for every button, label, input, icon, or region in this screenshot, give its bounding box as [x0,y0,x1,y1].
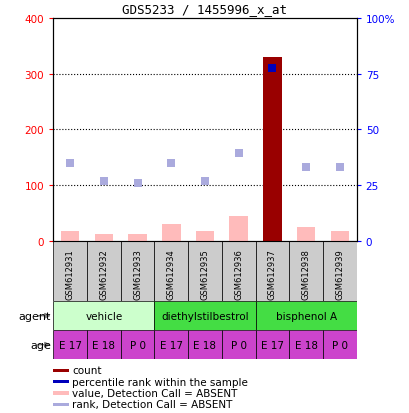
Point [100,178,107,185]
Bar [154,301,255,330]
Bar [188,330,221,359]
Point [67,160,73,167]
Bar [162,225,180,242]
Point [336,165,342,171]
Bar [221,330,255,359]
Text: GSM612939: GSM612939 [335,249,344,299]
Bar [120,242,154,301]
Bar [255,242,289,301]
Text: bisphenol A: bisphenol A [275,311,336,321]
Bar [154,242,188,301]
Text: percentile rank within the sample: percentile rank within the sample [72,377,247,387]
Bar [154,330,188,359]
Bar [128,235,146,242]
Text: GSM612938: GSM612938 [301,249,310,299]
Bar [195,232,214,242]
Text: GSM612937: GSM612937 [267,249,276,299]
Bar [53,369,69,372]
Text: GSM612931: GSM612931 [65,249,74,299]
Text: E 17: E 17 [160,340,182,350]
Bar [255,330,289,359]
Bar [53,380,69,383]
Bar [289,242,322,301]
Text: GSM612935: GSM612935 [200,249,209,299]
Bar [120,330,154,359]
Text: diethylstilbestrol: diethylstilbestrol [161,311,248,321]
Title: GDS5233 / 1455996_x_at: GDS5233 / 1455996_x_at [122,3,287,16]
Bar [87,330,120,359]
Text: GSM612932: GSM612932 [99,249,108,299]
Bar [53,403,69,406]
Bar [322,330,356,359]
Text: agent: agent [19,311,51,321]
Bar [53,301,154,330]
Text: E 18: E 18 [92,340,115,350]
Point [134,180,141,187]
Point [168,160,174,167]
Bar [87,242,120,301]
Text: E 17: E 17 [260,340,283,350]
Text: rank, Detection Call = ABSENT: rank, Detection Call = ABSENT [72,399,232,409]
Bar [263,57,281,242]
Bar [229,216,247,242]
Bar [296,228,315,242]
Bar [53,330,87,359]
Text: E 18: E 18 [294,340,317,350]
Text: GSM612936: GSM612936 [234,249,243,299]
Bar [322,242,356,301]
Text: P 0: P 0 [331,340,347,350]
Bar [61,232,79,242]
Text: GSM612934: GSM612934 [166,249,175,299]
Text: value, Detection Call = ABSENT: value, Detection Call = ABSENT [72,388,237,398]
Bar [330,232,348,242]
Point [201,178,208,185]
Text: count: count [72,365,101,375]
Point [302,165,309,171]
Text: vehicle: vehicle [85,311,122,321]
Point [268,65,275,72]
Bar [94,235,113,242]
Bar [221,242,255,301]
Bar [53,242,87,301]
Text: E 17: E 17 [58,340,81,350]
Bar [53,392,69,394]
Text: GSM612933: GSM612933 [133,249,142,299]
Bar [188,242,221,301]
Text: age: age [30,340,51,350]
Point [235,150,241,157]
Text: P 0: P 0 [230,340,246,350]
Text: P 0: P 0 [129,340,145,350]
Bar [289,330,322,359]
Bar [255,301,356,330]
Text: E 18: E 18 [193,340,216,350]
